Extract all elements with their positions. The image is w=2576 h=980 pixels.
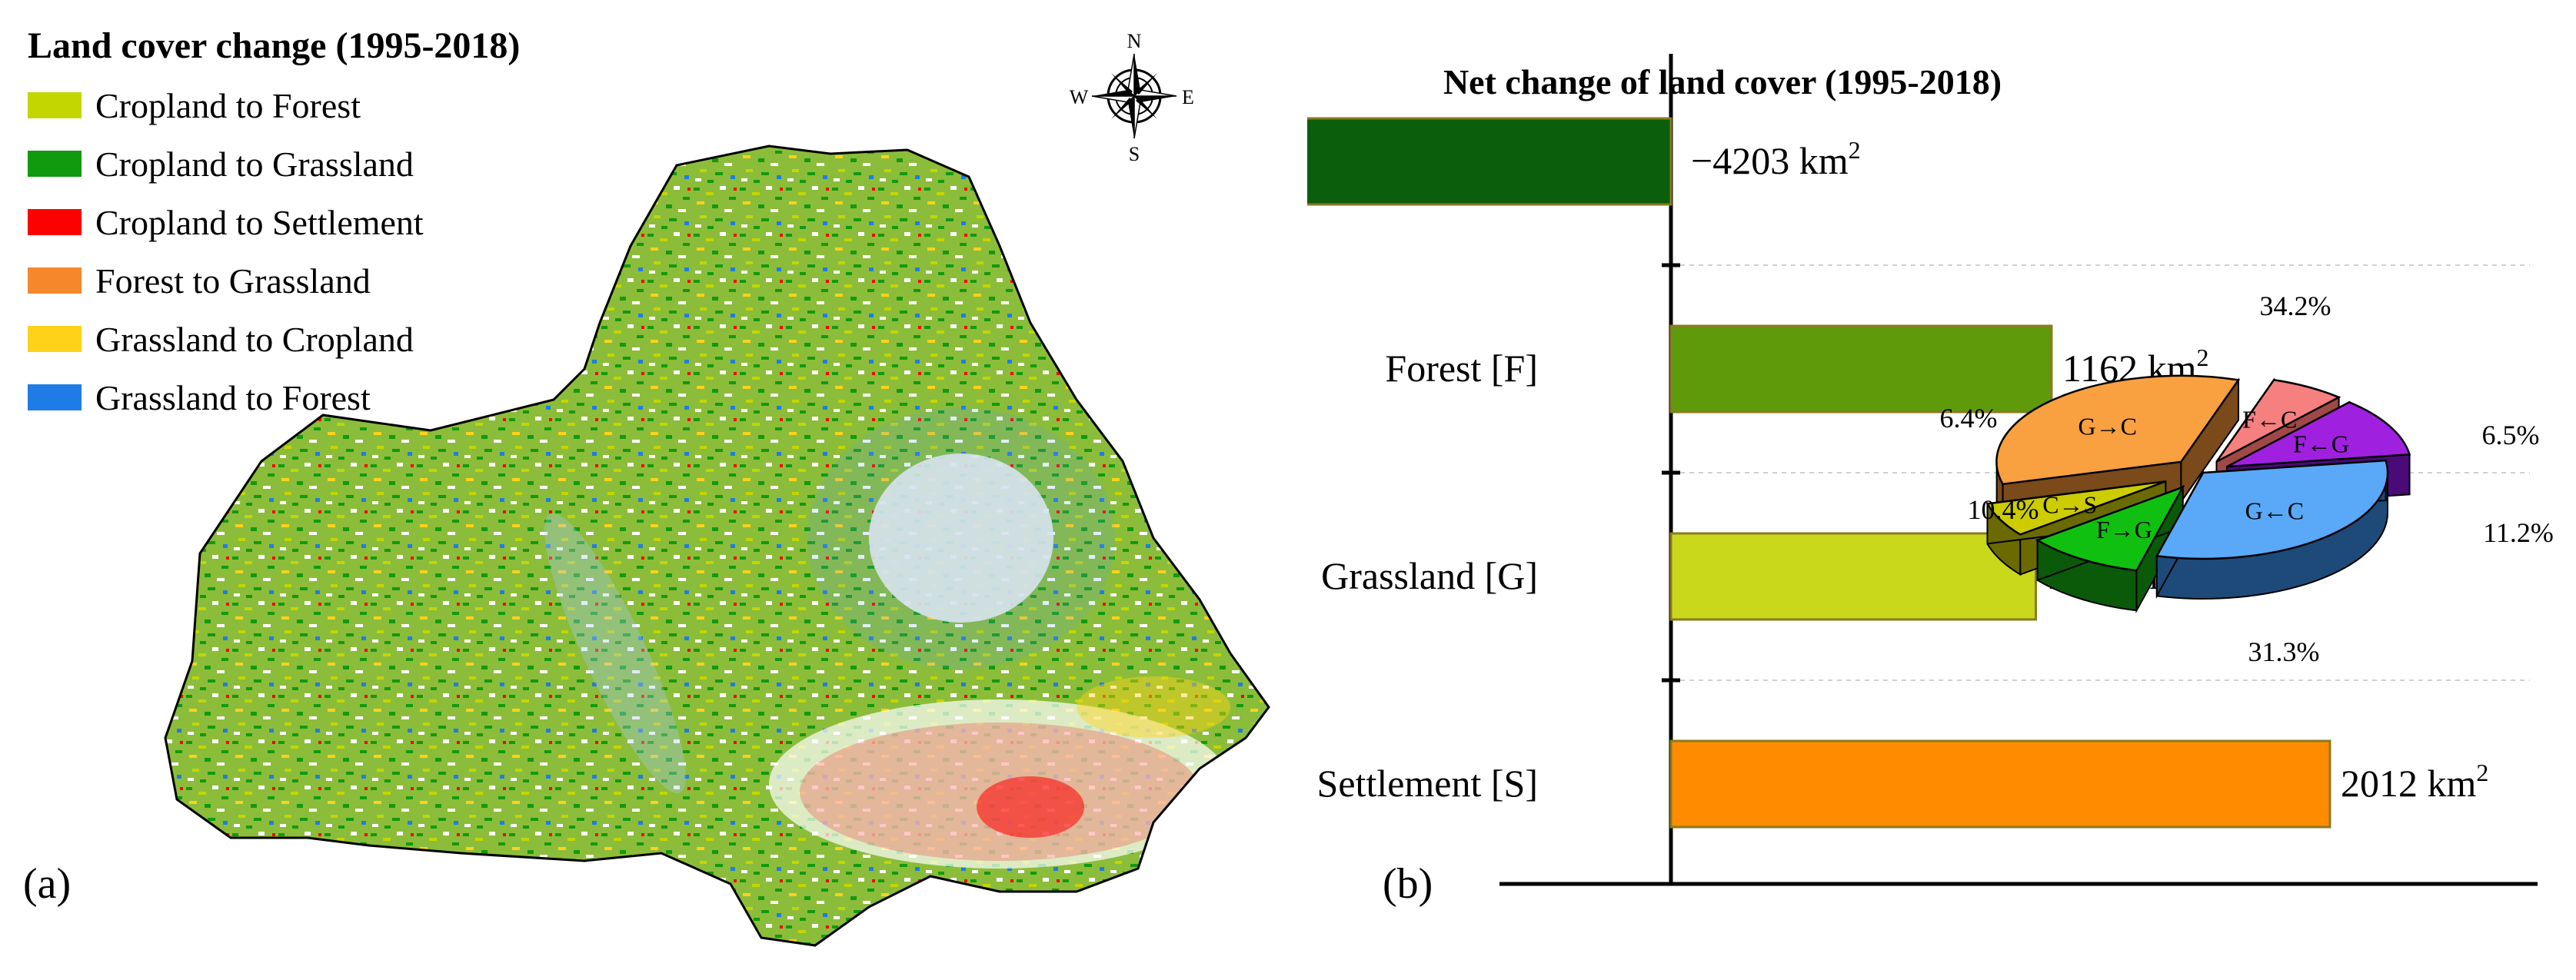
pie-top [2226, 400, 2411, 468]
pie-pct-label: 11.2% [2483, 517, 2554, 548]
panel-label-a: (a) [23, 860, 72, 908]
value-label-unit-exp: 2 [2476, 759, 2488, 786]
category-label: Settlement [S] [1317, 762, 1538, 805]
legend-item: Forest to Grassland [28, 251, 520, 310]
pie-top [1985, 480, 2166, 536]
legend-item: Cropland to Settlement [28, 193, 520, 251]
bar-1 [1669, 324, 2053, 414]
map-legend: Land cover change (1995-2018) Cropland t… [28, 25, 520, 427]
pie-slice-label: C→S [2042, 490, 2097, 518]
chart-title: Net change of land cover (1995-2018) [1443, 62, 2002, 101]
compass-south: S [1129, 143, 1140, 165]
pie-pct-label: 6.5% [2482, 420, 2540, 450]
pie-slice-label: F←G [2293, 430, 2349, 457]
pie-top [2155, 459, 2389, 560]
category-label: Grassland [G] [1321, 554, 1538, 597]
category-label: Forest [F] [1385, 347, 1538, 390]
map-panel: Land cover change (1995-2018) Cropland t… [23, 25, 1270, 947]
legend-label: Forest to Grassland [95, 261, 371, 301]
value-label-text: 2012 km [2341, 762, 2477, 805]
legend-label: Grassland to Cropland [95, 319, 414, 359]
legend-label: Cropland to Settlement [95, 202, 424, 242]
legend-swatch [28, 151, 82, 177]
legend-swatch [28, 92, 82, 118]
legend-items: Cropland to Forest Cropland to Grassland C… [28, 76, 520, 427]
legend-swatch [28, 267, 82, 294]
compass-icon: N S E W [1070, 30, 1194, 165]
compass-north: N [1127, 30, 1142, 52]
legend-label: Cropland to Forest [95, 85, 361, 125]
compass-west: W [1070, 86, 1089, 108]
value-label: 2012 km2 [2341, 759, 2488, 805]
pie-slice-label: G→C [2078, 413, 2136, 440]
pie-pct-label: 31.3% [2248, 636, 2320, 667]
pie-slice-label: F←C [2242, 405, 2297, 433]
panel-label-b: (b) [1383, 860, 1433, 908]
bar-2 [1669, 532, 2038, 621]
legend-item: Grassland to Cropland [28, 310, 520, 368]
pie-pct-label: 34.2% [2260, 291, 2331, 321]
compass-east: E [1182, 86, 1194, 108]
pie-pct-label: 6.4% [1940, 403, 1998, 434]
legend-swatch [28, 384, 82, 410]
pie-slice-label: F→G [2096, 516, 2152, 543]
legend-item: Cropland to Forest [28, 76, 520, 135]
value-label-text: −4203 km [1691, 139, 1849, 182]
land-cover-map: N S E W [164, 30, 1270, 947]
legend-item: Grassland to Forest [28, 368, 520, 427]
legend-label: Cropland to Grassland [95, 144, 414, 184]
bar-3 [1669, 739, 2331, 829]
pie-slice-4: F→G [2035, 483, 2185, 614]
pie-pct-label: 10.4% [1968, 494, 2039, 525]
pie-slice-label: G←C [2245, 497, 2304, 524]
value-label-unit-exp: 2 [1849, 136, 1861, 164]
value-label-unit-exp: 2 [2196, 344, 2208, 371]
pie-slice-3: G←C [2155, 459, 2389, 600]
value-label: −4203 km2 [1691, 136, 1861, 182]
legend-swatch [28, 326, 82, 352]
legend-label: Grassland to Forest [95, 377, 371, 417]
legend-item: Cropland to Grassland [28, 135, 520, 193]
bar-0 [293, 117, 1672, 206]
legend-title: Land cover change (1995-2018) [28, 25, 521, 66]
legend-swatch [28, 209, 82, 235]
pie-top [2035, 485, 2185, 572]
pie-top [2215, 378, 2341, 463]
pie-top [1995, 374, 2241, 486]
